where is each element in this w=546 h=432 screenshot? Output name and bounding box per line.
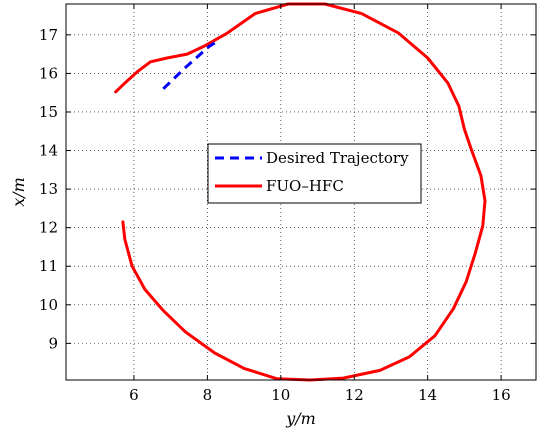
y-tick-label: 11 (39, 257, 58, 275)
x-tick-label: 14 (418, 386, 437, 404)
series-line-fuo-hfc (114, 2, 487, 382)
legend-label-fuo-hfc: FUO–HFC (266, 177, 344, 195)
y-tick-label: 9 (48, 334, 58, 352)
x-tick-label: 12 (345, 386, 364, 404)
y-tick-label: 17 (39, 26, 58, 44)
y-tick-label: 15 (39, 103, 58, 121)
y-tick-label: 10 (39, 296, 58, 314)
x-tick-label: 10 (271, 386, 290, 404)
y-tick-label: 12 (39, 219, 58, 237)
x-axis-title: y/m (285, 409, 316, 428)
plot-frame (65, 3, 537, 381)
x-tick-label: 16 (492, 386, 511, 404)
x-tick-label: 8 (203, 386, 213, 404)
y-axis-title: x/m (9, 177, 28, 207)
legend-label-desired-trajectory: Desired Trajectory (266, 149, 409, 167)
x-tick-label: 6 (129, 386, 139, 404)
y-tick-label: 16 (39, 64, 58, 82)
series-line-desired-trajectory (162, 39, 220, 90)
y-tick-label: 14 (39, 142, 58, 160)
legend-box (207, 143, 422, 204)
series-layer (114, 2, 487, 382)
legend: Desired Trajectory FUO–HFC (207, 143, 422, 204)
y-tick-label: 13 (39, 180, 58, 198)
axis-ticks: 6 8 10 12 14 16 9 10 11 12 13 14 15 16 17 (39, 4, 536, 404)
